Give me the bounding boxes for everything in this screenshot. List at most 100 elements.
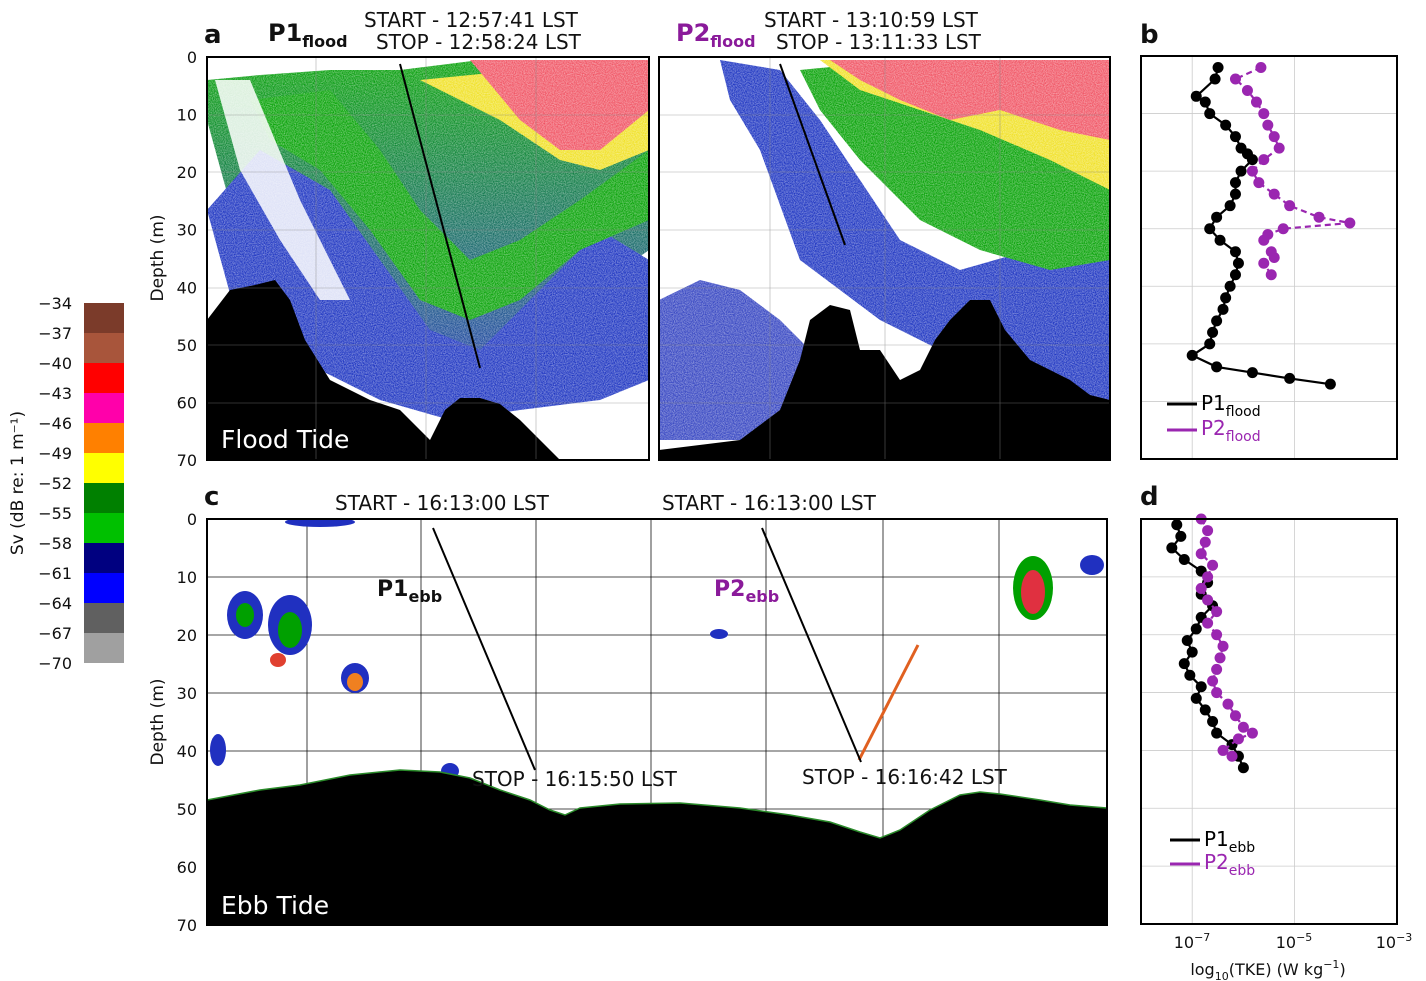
legend-d-p2-sub: ebb <box>1229 863 1256 879</box>
panel-letter-b: b <box>1140 20 1159 50</box>
data-point-P1flood <box>1204 338 1216 350</box>
colorbar-swatch <box>84 633 124 663</box>
data-point-P1ebb <box>1199 704 1211 716</box>
data-point-P2flood <box>1258 154 1270 166</box>
colorbar-swatch <box>84 363 124 393</box>
p1-ebb-start: START - 16:13:00 LST <box>335 491 550 515</box>
p2-flood-start: START - 13:10:59 LST <box>764 8 979 32</box>
data-point-P2ebb <box>1217 640 1229 652</box>
panel-d-legend: P1ebb P2ebb <box>1170 827 1255 879</box>
p1-ebb-label: P1ebb <box>377 577 442 606</box>
grid-a1 <box>207 57 649 460</box>
panel-letter-a: a <box>204 20 222 50</box>
panel-d-tke-profile <box>1141 513 1398 924</box>
data-point-P1flood <box>1199 96 1211 108</box>
p1-flood-name: P1 <box>268 19 302 47</box>
data-point-P2ebb <box>1222 698 1234 710</box>
panel-b-legend: P1flood P2flood <box>1167 391 1261 445</box>
data-point-P2flood <box>1253 177 1265 189</box>
data-point-P1flood <box>1204 223 1216 235</box>
svg-text:P1ebb: P1ebb <box>1204 827 1255 856</box>
p2-flood-label: P2flood <box>676 19 756 51</box>
data-point-P2flood <box>1258 257 1270 269</box>
y-tick-label: 10 <box>177 568 197 587</box>
p1-ebb-name: P1 <box>377 577 408 602</box>
p2-ebb-name: P2 <box>714 577 745 602</box>
data-point-P1flood <box>1229 177 1241 189</box>
data-point-P1flood <box>1190 90 1202 102</box>
data-point-P1ebb <box>1171 519 1183 531</box>
p2-ebb-start: START - 16:13:00 LST <box>662 491 877 515</box>
colorbar-swatch <box>84 543 124 573</box>
data-point-P1flood <box>1224 280 1236 292</box>
y-tick-label: 70 <box>177 916 197 935</box>
series-line-P2flood <box>1233 66 1351 276</box>
data-point-P1flood <box>1229 246 1241 258</box>
data-point-P2ebb <box>1211 606 1223 618</box>
data-point-P1ebb <box>1211 727 1223 739</box>
tke-x-tick: 10−5 <box>1276 931 1313 952</box>
colorbar-tick: −37 <box>38 324 72 343</box>
data-point-P1ebb <box>1190 623 1202 635</box>
data-point-P1ebb <box>1237 762 1249 774</box>
ebb-tide-label: Ebb Tide <box>221 891 329 920</box>
p2-flood-name: P2 <box>676 19 710 47</box>
data-point-P2ebb <box>1229 710 1241 722</box>
data-point-P1flood <box>1209 73 1221 85</box>
y-tick-label: 0 <box>187 510 197 529</box>
data-point-P1ebb <box>1190 692 1202 704</box>
colorbar-tick: −46 <box>38 414 72 433</box>
data-point-P1ebb <box>1178 658 1190 670</box>
fish-schools <box>210 519 1104 779</box>
colorbar-swatch <box>84 393 124 423</box>
data-point-P1flood <box>1246 367 1258 379</box>
p2-flood-sub: flood <box>710 32 755 51</box>
data-point-P1flood <box>1211 315 1223 327</box>
y-tick-label: 10 <box>177 106 197 125</box>
data-point-P2flood <box>1258 234 1270 246</box>
panel-letter-d: d <box>1140 482 1159 512</box>
legend-b-p2-name: P2 <box>1201 416 1226 440</box>
data-point-P1flood <box>1246 154 1258 166</box>
data-point-P2flood <box>1273 142 1285 154</box>
data-point-P2ebb <box>1202 525 1214 537</box>
data-point-P2ebb <box>1195 582 1207 594</box>
p1-ebb-track <box>432 527 536 771</box>
colorbar-tick: −64 <box>38 594 72 613</box>
colorbar-swatch <box>84 603 124 633</box>
grid-a2 <box>659 57 1110 460</box>
p1-flood-label: P1flood <box>268 19 348 51</box>
flood-tide-label: Flood Tide <box>221 425 349 454</box>
colorbar-swatch <box>84 573 124 603</box>
panel-b-frame <box>1140 55 1398 460</box>
colorbar-swatch <box>84 423 124 453</box>
colorbar-tick: −34 <box>38 294 72 313</box>
data-point-P2ebb <box>1199 536 1211 548</box>
tke-x-tick: 10−3 <box>1376 931 1413 952</box>
p2-ebb-sub: ebb <box>745 587 779 606</box>
data-point-P2flood <box>1268 252 1280 263</box>
data-point-P1ebb <box>1178 554 1190 565</box>
data-point-P2flood <box>1258 108 1270 120</box>
colorbar-tick: −43 <box>38 384 72 403</box>
data-point-P2flood <box>1265 269 1277 281</box>
data-point-P1flood <box>1211 211 1223 223</box>
data-point-P2flood <box>1250 96 1262 108</box>
data-point-P1flood <box>1232 257 1244 269</box>
data-point-P2ebb <box>1211 687 1223 699</box>
data-point-P2ebb <box>1211 629 1223 641</box>
legend-b-p1-name: P1 <box>1201 391 1226 415</box>
panel-a-frame-right <box>658 56 1111 461</box>
y-tick-label: 0 <box>187 48 197 67</box>
data-point-P1ebb <box>1181 635 1193 646</box>
data-point-P2ebb <box>1237 721 1249 733</box>
colorbar-swatch <box>84 303 124 333</box>
data-point-P1flood <box>1204 108 1216 120</box>
colorbar-swatch <box>84 513 124 543</box>
y-tick-label: 30 <box>177 221 197 240</box>
panel-a-frame-left <box>206 56 650 461</box>
data-point-P2ebb <box>1211 663 1223 675</box>
svg-text:P2ebb: P2ebb <box>1204 850 1255 879</box>
data-point-P2ebb <box>1202 594 1214 606</box>
data-point-P2flood <box>1246 165 1258 177</box>
